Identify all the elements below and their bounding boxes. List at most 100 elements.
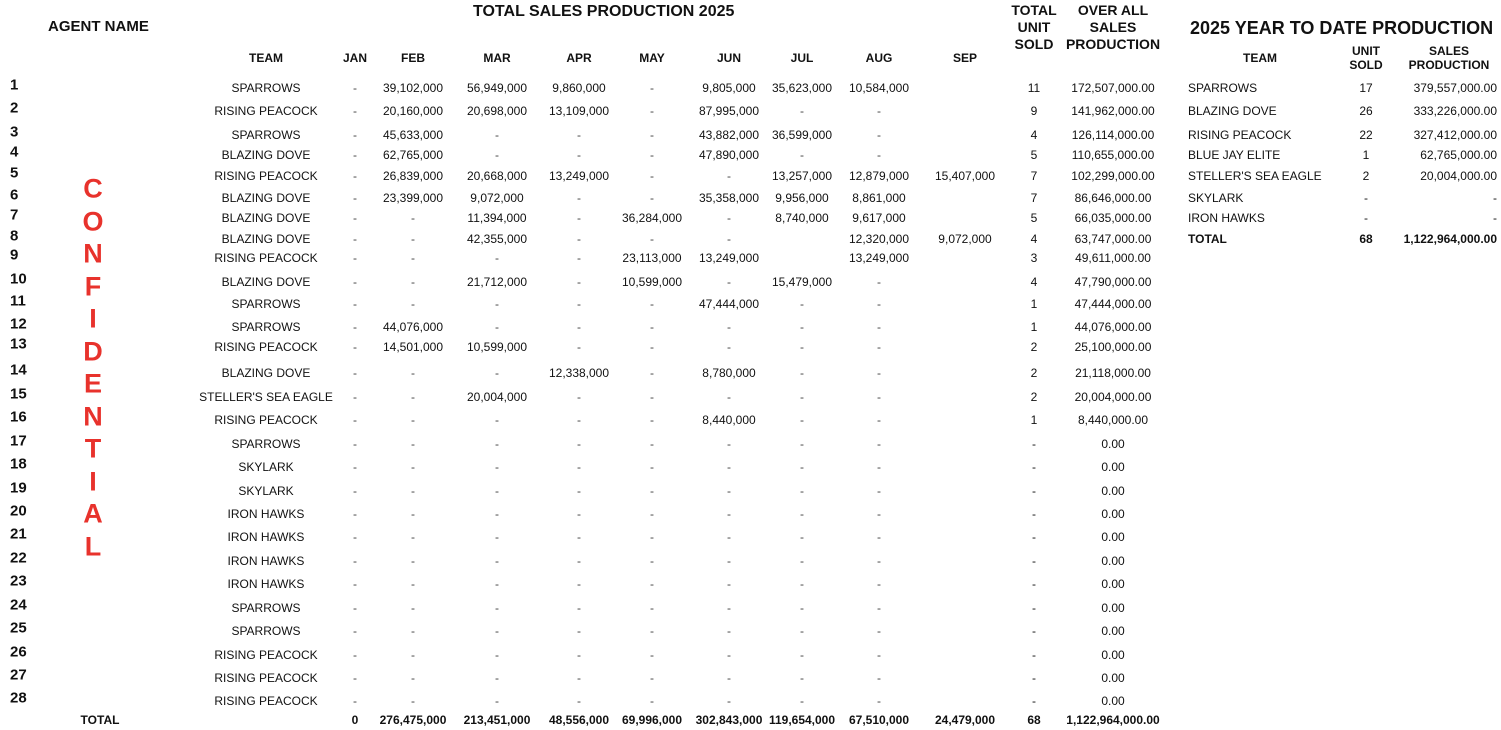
month-cell: -: [353, 251, 357, 265]
month-cell: -: [353, 104, 357, 118]
total-label: TOTAL: [80, 713, 120, 727]
month-cell: -: [577, 554, 581, 568]
total-month-cell: 67,510,000: [848, 713, 910, 727]
month-cell: 10,599,000: [621, 275, 683, 289]
month-cell: 12,320,000: [848, 232, 910, 246]
units-cell: -: [1032, 601, 1036, 615]
ytd-team: SKYLARK: [1188, 191, 1244, 205]
row-number: 4: [10, 143, 19, 161]
month-cell: -: [353, 413, 357, 427]
row-number: 11: [10, 292, 26, 310]
units-cell: -: [1032, 624, 1036, 638]
month-header-3: APR: [566, 51, 592, 65]
month-cell: 9,072,000: [470, 191, 524, 205]
month-cell: 13,109,000: [548, 104, 610, 118]
row-number: 25: [10, 619, 27, 637]
month-cell: -: [353, 437, 357, 451]
row-number: 27: [10, 666, 27, 684]
month-cell: -: [353, 169, 357, 183]
month-cell: -: [411, 390, 415, 404]
watermark-letter: E: [83, 368, 103, 399]
month-cell: -: [650, 191, 654, 205]
month-cell: 20,160,000: [382, 104, 444, 118]
month-cell: 10,584,000: [848, 81, 910, 95]
month-cell: -: [727, 624, 731, 638]
month-cell: -: [577, 413, 581, 427]
units-cell: -: [1032, 694, 1036, 708]
month-cell: -: [727, 530, 731, 544]
month-cell: -: [727, 390, 731, 404]
month-cell: -: [650, 413, 654, 427]
month-cell: -: [727, 320, 731, 334]
watermark-letter: A: [83, 498, 103, 529]
month-cell: -: [800, 694, 804, 708]
units-cell: -: [1032, 671, 1036, 685]
month-cell: -: [650, 148, 654, 162]
month-cell: -: [495, 437, 499, 451]
overall-cell: 172,507,000.00: [1071, 81, 1155, 95]
month-cell: 13,249,000: [698, 251, 760, 265]
month-cell: -: [650, 484, 654, 498]
units-cell: -: [1032, 507, 1036, 521]
month-cell: -: [877, 694, 881, 708]
month-cell: -: [800, 530, 804, 544]
row-number: 18: [10, 455, 27, 473]
month-cell: -: [650, 460, 654, 474]
month-cell: -: [353, 601, 357, 615]
month-cell: -: [877, 484, 881, 498]
month-cell: -: [577, 340, 581, 354]
units-cell: 7: [1030, 169, 1038, 183]
month-cell: -: [411, 297, 415, 311]
overall-cell: 63,747,000.00: [1074, 232, 1152, 246]
month-cell: -: [411, 484, 415, 498]
row-number: 19: [10, 479, 27, 497]
month-cell: 20,004,000: [466, 390, 528, 404]
report-title: TOTAL SALES PRODUCTION 2025: [473, 3, 735, 20]
watermark-letter: O: [82, 206, 104, 236]
row-number: 16: [10, 408, 27, 426]
row-number: 15: [10, 385, 27, 403]
month-cell: -: [650, 169, 654, 183]
month-cell: -: [577, 671, 581, 685]
month-cell: -: [353, 366, 357, 380]
team-cell: RISING PEACOCK: [214, 671, 318, 685]
ytd-total-label: TOTAL: [1188, 232, 1227, 246]
ytd-total-sales: 1,122,964,000.00: [1403, 232, 1497, 246]
month-cell: -: [877, 577, 881, 591]
team-cell: BLAZING DOVE: [221, 366, 311, 380]
units-cell: 1: [1030, 413, 1038, 427]
month-cell: -: [650, 104, 654, 118]
month-cell: 35,358,000: [698, 191, 760, 205]
team-header: TEAM: [249, 51, 283, 65]
month-cell: 45,633,000: [382, 128, 444, 142]
team-cell: SPARROWS: [231, 128, 301, 142]
overall-cell: 86,646,000.00: [1074, 191, 1152, 205]
month-cell: -: [411, 648, 415, 662]
month-cell: -: [495, 320, 499, 334]
team-cell: BLAZING DOVE: [221, 211, 311, 225]
month-cell: 13,249,000: [548, 169, 610, 183]
month-cell: -: [877, 601, 881, 615]
ytd-team: SPARROWS: [1188, 81, 1258, 95]
month-cell: -: [411, 694, 415, 708]
units-cell: -: [1032, 554, 1036, 568]
month-cell: -: [650, 340, 654, 354]
units-cell: 3: [1030, 251, 1038, 265]
month-cell: -: [495, 251, 499, 265]
team-cell: RISING PEACOCK: [214, 648, 318, 662]
overall-cell: 126,114,000.00: [1071, 128, 1155, 142]
month-cell: -: [353, 484, 357, 498]
total-overall: 1,122,964,000.00: [1066, 713, 1160, 727]
agent-name-header: AGENT NAME: [48, 18, 149, 35]
month-cell: -: [353, 191, 357, 205]
month-cell: -: [800, 577, 804, 591]
month-cell: -: [495, 460, 499, 474]
month-cell: -: [411, 507, 415, 521]
team-cell: SPARROWS: [231, 81, 301, 95]
month-cell: -: [800, 148, 804, 162]
watermark-letter: D: [83, 336, 103, 366]
row-number: 9: [10, 246, 19, 264]
month-cell: -: [877, 104, 881, 118]
units-cell: -: [1032, 484, 1036, 498]
